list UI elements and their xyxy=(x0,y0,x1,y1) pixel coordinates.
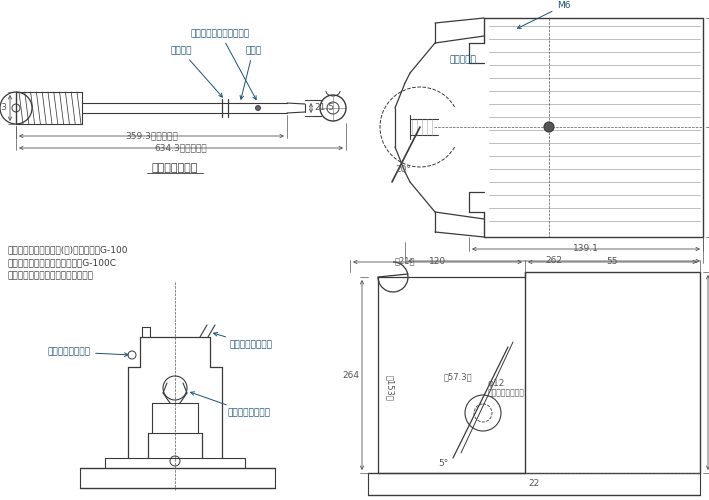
Text: レバー回転: レバー回転 xyxy=(450,56,477,64)
Text: 21.5: 21.5 xyxy=(314,104,334,112)
Text: 634.3（最伸長）: 634.3（最伸長） xyxy=(155,143,207,152)
Text: 注１．型式　標準塗装(赤)タイプ　：G-100: 注１．型式 標準塗装(赤)タイプ ：G-100 xyxy=(8,245,128,254)
Text: φ12: φ12 xyxy=(488,378,506,388)
Circle shape xyxy=(255,106,260,110)
Text: 5°: 5° xyxy=(438,458,448,468)
Text: 20°: 20° xyxy=(395,164,411,173)
Text: 伸縮式: 伸縮式 xyxy=(240,46,261,99)
Text: 139.1: 139.1 xyxy=(573,244,599,253)
Text: （57.3）: （57.3） xyxy=(444,372,472,382)
Text: リリーズスクリュ差込口: リリーズスクリュ差込口 xyxy=(191,29,256,100)
Text: 262: 262 xyxy=(545,256,562,265)
Text: 120: 120 xyxy=(429,257,446,266)
Text: 専用操作レバー: 専用操作レバー xyxy=(151,163,198,173)
Text: オイルフィリング: オイルフィリング xyxy=(47,348,128,356)
Text: （21）: （21） xyxy=(395,256,415,265)
Text: ニッケルめっきタイプ：G-100C: ニッケルめっきタイプ：G-100C xyxy=(8,258,117,267)
Text: 22: 22 xyxy=(528,480,540,488)
Text: ２．専用操作レバーが付属します。: ２．専用操作レバーが付属します。 xyxy=(8,271,94,280)
Text: （153）: （153） xyxy=(386,375,394,401)
Text: （シリンダ内径）: （シリンダ内径） xyxy=(488,388,525,398)
Text: 264: 264 xyxy=(342,370,359,380)
Text: 359.3（最縮長）: 359.3（最縮長） xyxy=(125,131,178,140)
Text: ストッパ: ストッパ xyxy=(170,46,223,97)
Circle shape xyxy=(544,122,554,132)
Text: M6: M6 xyxy=(518,1,571,28)
Text: 32.3: 32.3 xyxy=(0,104,7,112)
Text: リリーズスクリュ: リリーズスクリュ xyxy=(191,392,271,417)
Text: 操作レバー差込口: 操作レバー差込口 xyxy=(213,332,273,349)
Text: 55: 55 xyxy=(607,257,618,266)
